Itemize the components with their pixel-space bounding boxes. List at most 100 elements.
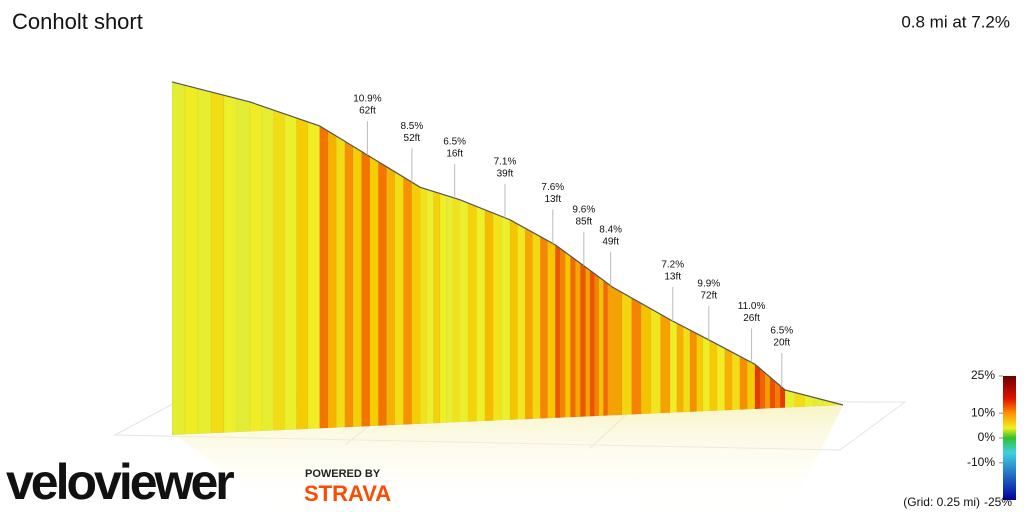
partner-logo: STRAVA <box>304 481 391 506</box>
profile-slab <box>236 98 251 433</box>
profile-slab <box>739 355 748 410</box>
powered-by: POWERED BY <box>305 468 381 480</box>
annotation-rise: 72ft <box>700 291 717 302</box>
profile-slab <box>598 276 604 417</box>
profile-slab <box>754 363 761 410</box>
profile-slab <box>420 186 428 425</box>
profile-slab <box>603 279 609 416</box>
profile-slab <box>369 156 379 427</box>
annotation-grade: 7.6% <box>541 182 564 193</box>
profile-slab <box>403 176 413 425</box>
profile-slab <box>361 151 371 427</box>
profile-slab <box>284 113 297 431</box>
legend-tick-label: 25% <box>971 368 995 382</box>
profile-slab <box>249 101 262 432</box>
profile-slab <box>452 197 460 423</box>
legend-colorbar <box>1003 376 1016 500</box>
profile-slab <box>501 216 511 421</box>
profile-line <box>171 81 844 406</box>
profile-slab <box>509 219 518 421</box>
profile-slab <box>555 244 561 419</box>
legend-tick-label: -25% <box>984 495 1012 509</box>
profile-slab <box>724 347 733 411</box>
profile-slab <box>589 269 595 417</box>
brand-logo: veloviewer <box>6 454 234 510</box>
annotation-rise: 85ft <box>575 216 592 227</box>
profile-slab <box>492 212 502 421</box>
annotation-rise: 62ft <box>359 106 376 117</box>
profile-slab <box>696 333 704 412</box>
profile-slab <box>394 171 404 426</box>
profile-slab <box>660 313 671 414</box>
profile-slab <box>459 199 469 423</box>
profile-slab <box>476 206 486 422</box>
profile-slab <box>676 322 684 413</box>
annotation-rise: 26ft <box>743 313 760 324</box>
profile-slab <box>378 161 387 427</box>
annotation-rise: 39ft <box>497 168 514 179</box>
annotation-grade: 11.0% <box>738 301 766 312</box>
annotation-rise: 13ft <box>664 272 681 283</box>
profile-slab <box>716 343 725 411</box>
annotation-grade: 8.5% <box>400 121 423 132</box>
profile-slab <box>296 117 309 430</box>
profile-slab <box>197 88 212 435</box>
annotation-rise: 52ft <box>404 133 421 144</box>
profile-slab <box>184 84 199 435</box>
profile-slab <box>570 255 576 418</box>
profile-slab <box>607 283 613 416</box>
grid-note-text: (Grid: 0.25 mi) <box>903 495 980 509</box>
profile-slab <box>171 81 186 436</box>
profile-slab <box>612 286 623 416</box>
legend-tick-label: 10% <box>971 405 995 419</box>
annotation-rise: 13ft <box>544 194 561 205</box>
annotation-grade: 9.9% <box>697 279 720 290</box>
profile-slab <box>669 319 678 413</box>
profile-slab <box>352 145 362 428</box>
profile-slab <box>689 329 697 413</box>
profile-slab <box>386 166 396 426</box>
reflection <box>176 405 843 512</box>
profile-slab <box>307 121 320 430</box>
profile-slab <box>327 130 337 429</box>
profile-slab <box>261 105 274 432</box>
annotation-grade: 9.6% <box>572 204 595 215</box>
profile-slab <box>524 227 533 420</box>
profile-slab <box>764 372 771 409</box>
profile-slab <box>411 181 421 425</box>
profile-slab <box>517 223 526 420</box>
profile-slab <box>532 231 541 420</box>
profile-slab <box>433 191 441 424</box>
annotation-grade: 7.1% <box>494 156 517 167</box>
profile-slab <box>539 236 549 419</box>
profile-slab <box>732 351 741 411</box>
profile-slab <box>631 297 642 415</box>
profile-slab <box>426 189 434 424</box>
profile-slab <box>594 273 600 417</box>
profile-slab <box>484 209 494 422</box>
annotation-grade: 6.5% <box>770 326 793 337</box>
profile-slab <box>560 248 566 418</box>
profile-slab <box>580 262 586 417</box>
annotation-rise: 49ft <box>602 236 619 247</box>
legend-tick-label: 0% <box>978 430 996 444</box>
profile-slab <box>467 202 477 423</box>
profile-slab <box>683 326 691 413</box>
profile-slab <box>344 140 354 428</box>
annotation-rise: 20ft <box>773 338 790 349</box>
profile-slab <box>702 336 710 412</box>
profile-slab <box>759 367 766 409</box>
profile-slab <box>446 195 454 423</box>
annotation-grade: 7.2% <box>661 260 684 271</box>
profile-slab <box>709 339 718 412</box>
profile-slab <box>621 292 632 416</box>
profile-slab <box>210 91 225 434</box>
annotation-grade: 8.4% <box>599 224 622 235</box>
profile-slab <box>747 359 756 410</box>
profile-slab <box>575 259 581 418</box>
title: Conholt short <box>12 9 143 34</box>
profile-slab <box>319 125 329 429</box>
subtitle: 0.8 mi at 7.2% <box>901 12 1010 31</box>
annotation-grade: 10.9% <box>353 94 381 105</box>
